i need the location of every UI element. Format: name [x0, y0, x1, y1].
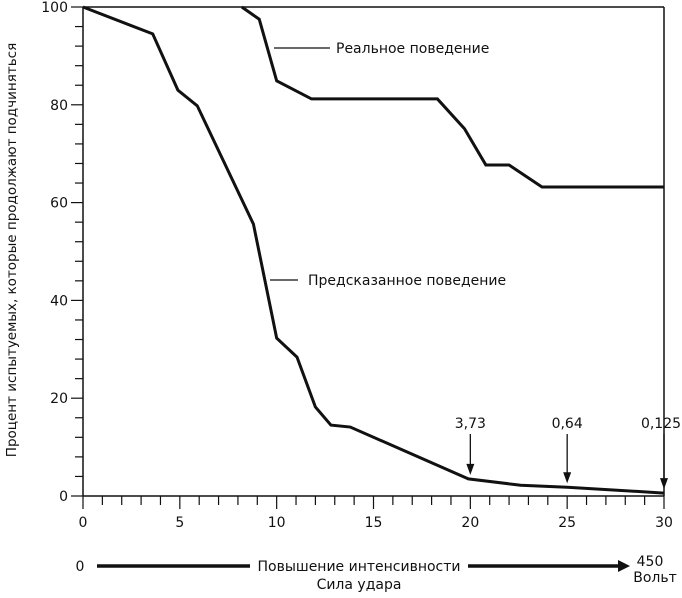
annotation-label: 0,125	[641, 416, 681, 432]
bottom-scale-start: 0	[76, 559, 85, 575]
y-tick-label: 60	[50, 196, 68, 212]
series-group: Реальное поведение Предсказанное поведени…	[82, 5, 665, 495]
x-tick-label: 25	[558, 515, 576, 531]
y-tick-label: 80	[50, 98, 68, 114]
x-tick-label: 10	[268, 515, 286, 531]
y-axis-label: Процент испытуемых, которые продолжают п…	[4, 43, 20, 457]
y-tick-label: 0	[59, 489, 68, 505]
x-tick-label: 5	[175, 515, 184, 531]
bottom-scale-label: Повышение интенсивности	[257, 559, 460, 575]
arrow-down-icon	[660, 478, 668, 490]
annotation-label: 0,64	[552, 416, 583, 432]
x-tick-label: 0	[79, 515, 88, 531]
x-tick-label: 15	[365, 515, 383, 531]
bottom-scale-arrowhead-icon	[618, 560, 630, 572]
bottom-scale-end-value: 450	[637, 554, 664, 570]
arrow-down-icon	[563, 472, 572, 484]
y-tick-label: 100	[41, 0, 68, 16]
bottom-label-bg	[250, 556, 468, 576]
annotation-label: 3,73	[455, 416, 486, 432]
y-tick-label: 40	[50, 293, 68, 309]
x-tick-label: 20	[461, 515, 479, 531]
series-label: Предсказанное поведение	[308, 273, 506, 289]
x-tick-label: 30	[655, 515, 673, 531]
series-line-1	[82, 5, 665, 495]
series-label: Реальное поведение	[336, 41, 489, 57]
y-tick-label: 20	[50, 391, 68, 407]
annotations: 3,73 0,64 0,125	[455, 416, 681, 490]
arrow-down-icon	[466, 463, 475, 475]
bottom-scale-sublabel: Сила удара	[317, 577, 402, 593]
axes: 0 5 10 15 20 25 30 0 20 40 60 80 100	[41, 0, 673, 531]
series-line-0	[240, 5, 664, 189]
bottom-scale-end-unit: Вольт	[633, 570, 677, 586]
bottom-scale: 0 Повышение интенсивности Сила удара 450…	[76, 554, 677, 593]
